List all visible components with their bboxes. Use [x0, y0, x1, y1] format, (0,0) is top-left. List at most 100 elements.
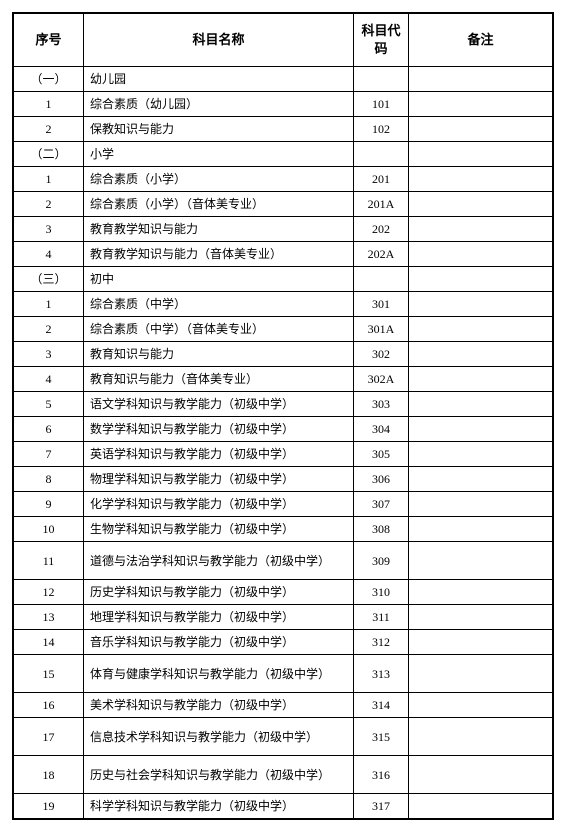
header-code: 科目代码	[354, 14, 409, 67]
cell-remark	[409, 292, 553, 317]
subject-code-table: 序号 科目名称 科目代码 备注 （一）幼儿园1综合素质（幼儿园）1012保教知识…	[13, 13, 553, 819]
cell-seq: （二）	[14, 142, 84, 167]
cell-remark	[409, 693, 553, 718]
table-row: 2综合素质（中学）（音体美专业）301A	[14, 317, 553, 342]
table-row: （三）初中	[14, 267, 553, 292]
table-row: 16美术学科知识与教学能力（初级中学）314	[14, 693, 553, 718]
cell-remark	[409, 542, 553, 580]
cell-seq: 2	[14, 192, 84, 217]
cell-code: 316	[354, 756, 409, 794]
table-body: （一）幼儿园1综合素质（幼儿园）1012保教知识与能力102（二）小学1综合素质…	[14, 67, 553, 819]
cell-name: 教育教学知识与能力	[84, 217, 354, 242]
cell-seq: 3	[14, 217, 84, 242]
cell-code	[354, 67, 409, 92]
cell-remark	[409, 92, 553, 117]
cell-name: 化学学科知识与教学能力（初级中学）	[84, 492, 354, 517]
cell-remark	[409, 718, 553, 756]
table-row: 4教育知识与能力（音体美专业）302A	[14, 367, 553, 392]
table-row: 11道德与法治学科知识与教学能力（初级中学）309	[14, 542, 553, 580]
cell-remark	[409, 242, 553, 267]
cell-code: 313	[354, 655, 409, 693]
cell-seq: 8	[14, 467, 84, 492]
cell-remark	[409, 167, 553, 192]
cell-code: 303	[354, 392, 409, 417]
cell-code: 315	[354, 718, 409, 756]
cell-name: 历史学科知识与教学能力（初级中学）	[84, 580, 354, 605]
cell-remark	[409, 580, 553, 605]
cell-seq: 19	[14, 794, 84, 819]
cell-name: 音乐学科知识与教学能力（初级中学）	[84, 630, 354, 655]
cell-code: 304	[354, 417, 409, 442]
cell-name: 道德与法治学科知识与教学能力（初级中学）	[84, 542, 354, 580]
cell-seq: 1	[14, 167, 84, 192]
cell-name: 历史与社会学科知识与教学能力（初级中学）	[84, 756, 354, 794]
table-row: 3教育教学知识与能力202	[14, 217, 553, 242]
cell-remark	[409, 117, 553, 142]
table-row: 10生物学科知识与教学能力（初级中学）308	[14, 517, 553, 542]
table-row: （二）小学	[14, 142, 553, 167]
table-row: 3教育知识与能力302	[14, 342, 553, 367]
cell-seq: 1	[14, 92, 84, 117]
header-remark: 备注	[409, 14, 553, 67]
cell-name: 教育知识与能力（音体美专业）	[84, 367, 354, 392]
cell-remark	[409, 605, 553, 630]
cell-name: 信息技术学科知识与教学能力（初级中学）	[84, 718, 354, 756]
table-row: 5语文学科知识与教学能力（初级中学）303	[14, 392, 553, 417]
cell-name: 语文学科知识与教学能力（初级中学）	[84, 392, 354, 417]
cell-code: 314	[354, 693, 409, 718]
table-row: 18历史与社会学科知识与教学能力（初级中学）316	[14, 756, 553, 794]
cell-code	[354, 142, 409, 167]
cell-code: 302A	[354, 367, 409, 392]
cell-code: 202	[354, 217, 409, 242]
cell-remark	[409, 392, 553, 417]
header-seq: 序号	[14, 14, 84, 67]
cell-seq: 4	[14, 242, 84, 267]
cell-seq: 2	[14, 117, 84, 142]
cell-seq: （一）	[14, 67, 84, 92]
cell-remark	[409, 192, 553, 217]
cell-seq: 3	[14, 342, 84, 367]
cell-seq: 9	[14, 492, 84, 517]
cell-seq: 5	[14, 392, 84, 417]
cell-name: 数学学科知识与教学能力（初级中学）	[84, 417, 354, 442]
cell-name: 生物学科知识与教学能力（初级中学）	[84, 517, 354, 542]
cell-remark	[409, 517, 553, 542]
cell-remark	[409, 217, 553, 242]
cell-remark	[409, 142, 553, 167]
cell-name: 地理学科知识与教学能力（初级中学）	[84, 605, 354, 630]
cell-seq: 12	[14, 580, 84, 605]
subject-code-table-wrapper: 序号 科目名称 科目代码 备注 （一）幼儿园1综合素质（幼儿园）1012保教知识…	[12, 12, 554, 820]
table-row: （一）幼儿园	[14, 67, 553, 92]
cell-remark	[409, 67, 553, 92]
cell-seq: 16	[14, 693, 84, 718]
cell-name: 物理学科知识与教学能力（初级中学）	[84, 467, 354, 492]
cell-seq: 10	[14, 517, 84, 542]
cell-remark	[409, 794, 553, 819]
table-row: 1综合素质（中学）301	[14, 292, 553, 317]
cell-code: 201A	[354, 192, 409, 217]
cell-seq: 7	[14, 442, 84, 467]
cell-name: 综合素质（幼儿园）	[84, 92, 354, 117]
cell-code: 102	[354, 117, 409, 142]
cell-code: 306	[354, 467, 409, 492]
cell-code: 305	[354, 442, 409, 467]
cell-remark	[409, 630, 553, 655]
table-row: 12历史学科知识与教学能力（初级中学）310	[14, 580, 553, 605]
cell-code: 312	[354, 630, 409, 655]
table-row: 4教育教学知识与能力（音体美专业）202A	[14, 242, 553, 267]
cell-code: 301A	[354, 317, 409, 342]
cell-seq: 13	[14, 605, 84, 630]
cell-seq: 4	[14, 367, 84, 392]
cell-code: 302	[354, 342, 409, 367]
cell-seq: 1	[14, 292, 84, 317]
cell-code: 311	[354, 605, 409, 630]
cell-code: 301	[354, 292, 409, 317]
cell-seq: 17	[14, 718, 84, 756]
cell-code: 201	[354, 167, 409, 192]
cell-remark	[409, 756, 553, 794]
cell-seq: （三）	[14, 267, 84, 292]
table-row: 9化学学科知识与教学能力（初级中学）307	[14, 492, 553, 517]
table-row: 15体育与健康学科知识与教学能力（初级中学）313	[14, 655, 553, 693]
cell-name: 保教知识与能力	[84, 117, 354, 142]
cell-name: 美术学科知识与教学能力（初级中学）	[84, 693, 354, 718]
